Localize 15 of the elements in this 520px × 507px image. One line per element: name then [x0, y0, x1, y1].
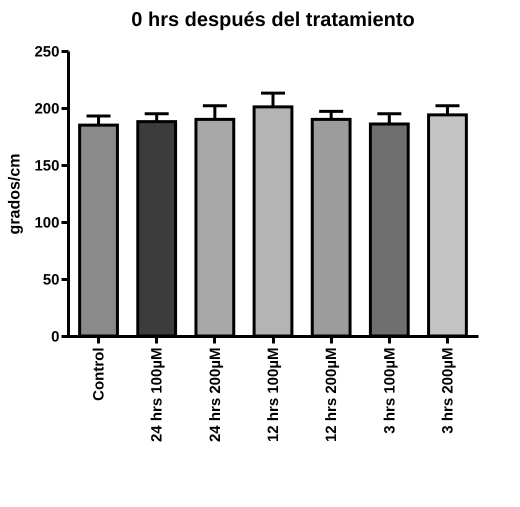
y-tick-label: 50	[42, 272, 60, 288]
y-tick-label: 200	[34, 100, 60, 118]
y-tick-label: 250	[34, 44, 60, 60]
x-tick-label: 24 hrs 100µM	[148, 348, 166, 442]
x-tick-label: 3 hrs 200µM	[439, 348, 456, 434]
x-tick-label: 3 hrs 100µM	[381, 348, 398, 434]
y-axis-title: grados/cm	[6, 154, 24, 234]
y-tick-label: 0	[51, 328, 60, 346]
x-tick-label: 12 hrs 100µM	[265, 348, 282, 442]
x-tick-label: 24 hrs 200µM	[206, 348, 224, 442]
chart-title: 0 hrs después del tratamiento	[131, 9, 415, 31]
y-tick-label: 100	[34, 214, 60, 232]
y-tick-label: 150	[34, 158, 60, 174]
x-tick-label: Control	[90, 348, 108, 401]
x-tick-label: 12 hrs 200µM	[323, 348, 340, 442]
